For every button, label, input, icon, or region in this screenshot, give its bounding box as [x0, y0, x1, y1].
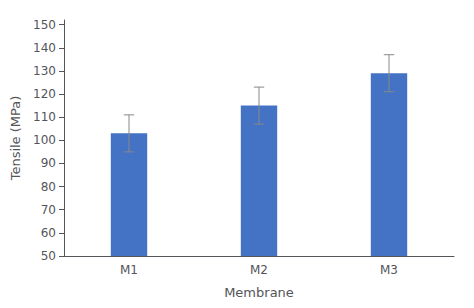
svg-text:120: 120: [33, 87, 56, 101]
svg-text:130: 130: [33, 64, 56, 78]
svg-text:110: 110: [33, 110, 56, 124]
svg-text:50: 50: [41, 249, 56, 263]
svg-text:150: 150: [33, 18, 56, 32]
svg-text:70: 70: [41, 203, 56, 217]
svg-text:140: 140: [33, 41, 56, 55]
svg-text:90: 90: [41, 156, 56, 170]
svg-text:100: 100: [33, 133, 56, 147]
svg-text:Membrane: Membrane: [224, 285, 294, 300]
svg-text:60: 60: [41, 226, 56, 240]
svg-text:M2: M2: [250, 263, 268, 277]
svg-text:M1: M1: [120, 263, 138, 277]
svg-text:Tensile (MPa): Tensile (MPa): [8, 96, 23, 182]
svg-text:80: 80: [41, 180, 56, 194]
svg-text:M3: M3: [380, 263, 398, 277]
